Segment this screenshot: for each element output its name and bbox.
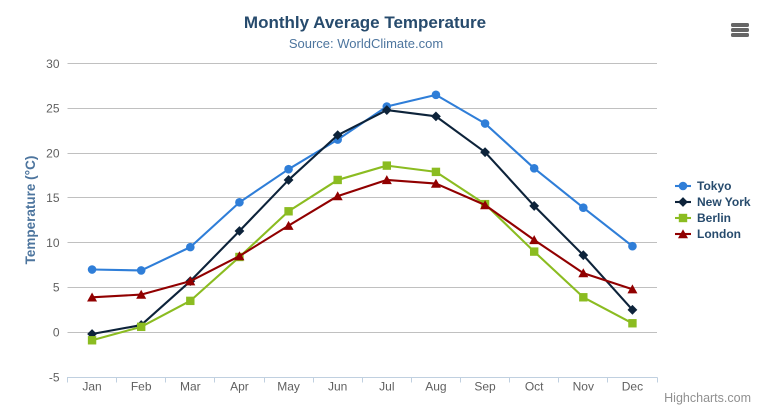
data-point-berlin-oct[interactable] [529, 247, 539, 256]
data-point-new-york-jun[interactable] [332, 130, 343, 141]
data-point-tokyo-nov[interactable] [579, 203, 588, 213]
data-point-london-feb[interactable] [136, 289, 147, 299]
data-point-london-jun[interactable] [332, 191, 343, 201]
series-line-new-york[interactable] [91, 109, 634, 336]
hamburger-icon [731, 23, 749, 27]
data-point-tokyo-may[interactable] [284, 164, 293, 174]
x-axis-label-apr: Apr [230, 380, 249, 394]
data-point-new-york-sep[interactable] [480, 147, 490, 158]
data-point-berlin-feb[interactable] [136, 322, 146, 332]
chart-subtitle: Source: WorldClimate.com [288, 36, 444, 51]
x-axis-label-may: May [277, 380, 300, 394]
data-point-london-may[interactable] [283, 220, 294, 230]
context-menu-button[interactable] [728, 19, 752, 41]
legend-symbol-square-icon [675, 213, 691, 223]
chart-title: Monthly Average Temperature [243, 13, 487, 32]
data-point-london-oct[interactable] [529, 235, 540, 245]
y-axis-title: Temperature (°C) [23, 155, 38, 265]
legend-item-london[interactable]: London [675, 226, 751, 242]
data-point-london-jan[interactable] [87, 292, 98, 302]
y-gridlines [67, 63, 657, 378]
legend: Tokyo New York Berlin London [675, 178, 751, 242]
data-point-london-mar[interactable] [185, 276, 196, 286]
data-point-berlin-mar[interactable] [186, 296, 195, 306]
legend-item-tokyo[interactable]: Tokyo [675, 178, 751, 194]
data-point-london-dec[interactable] [627, 284, 638, 294]
data-point-berlin-jul[interactable] [382, 161, 392, 170]
y-axis-label: 0 [53, 326, 60, 340]
y-axis-label: 30 [46, 57, 60, 71]
series-new-york[interactable] [87, 105, 638, 339]
data-point-tokyo-dec[interactable] [628, 241, 637, 251]
data-point-london-jul[interactable] [381, 175, 392, 185]
legend-symbol-circle-icon [675, 181, 691, 191]
data-point-london-nov[interactable] [578, 268, 589, 278]
data-point-tokyo-feb[interactable] [136, 266, 146, 275]
series-line-berlin[interactable] [91, 164, 634, 342]
x-axis [67, 377, 658, 383]
y-axis-label: -5 [49, 370, 60, 384]
hamburger-icon [731, 28, 749, 32]
data-point-new-york-dec[interactable] [627, 304, 638, 315]
data-point-london-sep[interactable] [480, 200, 491, 210]
x-axis-label-dec: Dec [622, 380, 643, 394]
data-point-tokyo-jan[interactable] [87, 265, 97, 274]
data-point-berlin-dec[interactable] [628, 319, 637, 328]
data-point-london-aug[interactable] [430, 178, 441, 188]
data-point-new-york-nov[interactable] [578, 250, 589, 261]
data-point-tokyo-apr[interactable] [235, 198, 244, 207]
data-point-new-york-apr[interactable] [234, 226, 245, 236]
series-line-london[interactable] [91, 178, 634, 299]
legend-label-london: London [697, 227, 741, 241]
data-point-new-york-jul[interactable] [381, 105, 392, 115]
data-point-london-apr[interactable] [234, 251, 245, 261]
x-axis-label-mar: Mar [180, 380, 201, 394]
data-point-berlin-jun[interactable] [333, 175, 342, 185]
data-point-berlin-jan[interactable] [87, 336, 97, 345]
data-point-tokyo-oct[interactable] [529, 163, 539, 173]
legend-symbol-triangle-icon [675, 229, 691, 239]
legend-label-berlin: Berlin [697, 211, 732, 225]
legend-label-new-york: New York [697, 195, 751, 209]
data-point-tokyo-aug[interactable] [431, 90, 441, 100]
legend-item-berlin[interactable]: Berlin [675, 210, 751, 226]
y-axis-label: 25 [46, 102, 60, 116]
data-point-berlin-aug[interactable] [431, 167, 441, 177]
data-point-berlin-nov[interactable] [579, 293, 588, 302]
x-axis-label-feb: Feb [131, 380, 152, 394]
data-point-tokyo-sep[interactable] [480, 119, 490, 128]
data-point-new-york-aug[interactable] [431, 111, 441, 122]
x-axis-label-oct: Oct [525, 380, 544, 394]
credits-link[interactable]: Highcharts.com [664, 391, 751, 405]
y-axis-label: 20 [46, 146, 60, 160]
x-axis-label-jul: Jul [379, 380, 394, 394]
x-axis-label-nov: Nov [573, 380, 594, 394]
x-axis-label-sep: Sep [474, 380, 496, 394]
y-axis-label: 15 [46, 191, 60, 205]
x-axis-label-jan: Jan [82, 380, 101, 394]
series-tokyo[interactable] [87, 90, 637, 275]
hamburger-icon [731, 33, 749, 37]
series-line-tokyo[interactable] [91, 93, 634, 272]
x-axis-labels: Jan Feb Mar Apr May Jun Jul Aug Sep Oct Nov Dec [82, 380, 643, 394]
y-axis-labels: -5 0 5 10 15 20 25 30 [46, 57, 60, 384]
y-axis-label: 10 [46, 236, 60, 250]
legend-label-tokyo: Tokyo [697, 179, 732, 193]
data-point-new-york-may[interactable] [283, 175, 294, 185]
data-point-tokyo-mar[interactable] [186, 242, 195, 252]
x-axis-label-aug: Aug [425, 380, 446, 394]
data-point-berlin-may[interactable] [284, 207, 293, 216]
x-axis-label-jun: Jun [328, 380, 347, 394]
y-axis-label: 5 [53, 281, 60, 295]
legend-item-new-york[interactable]: New York [675, 194, 751, 210]
series-london[interactable] [87, 175, 638, 302]
data-point-new-york-oct[interactable] [529, 201, 540, 211]
legend-symbol-diamond-icon [675, 197, 691, 207]
